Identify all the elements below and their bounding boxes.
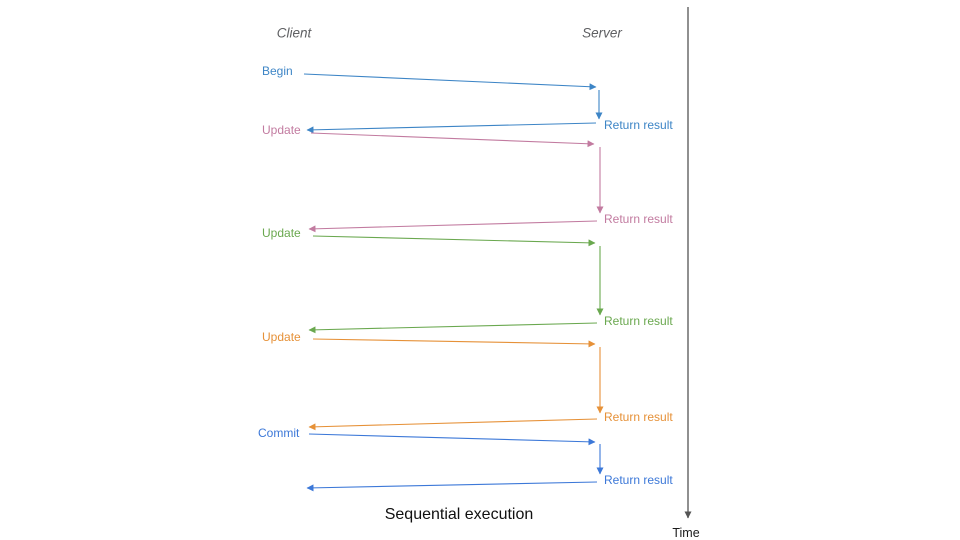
begin-return-arrow: [306, 122, 597, 134]
update-1-return-result-label: Return result: [604, 212, 673, 226]
update-1-label: Update: [262, 123, 301, 137]
commit-request-arrow: [308, 433, 596, 446]
update-2-label: Update: [262, 226, 301, 240]
server-column-header: Server: [582, 25, 622, 41]
client-column-header: Client: [276, 25, 312, 41]
time-axis-label: Time: [672, 526, 700, 540]
begin-label: Begin: [262, 64, 293, 78]
commit-return-result-label: Return result: [604, 473, 673, 487]
begin-return-result-label: Return result: [604, 118, 673, 132]
update-3-return-arrow: [308, 418, 598, 431]
update-3-return-result-label: Return result: [604, 410, 673, 424]
update-3-label: Update: [262, 330, 301, 344]
commit-label: Commit: [258, 426, 300, 440]
update-1-return-arrow: [308, 220, 598, 233]
update-2-return-result-label: Return result: [604, 314, 673, 328]
update-3-request-arrow: [312, 338, 596, 348]
update-2-return-arrow: [308, 322, 598, 334]
commit-return-arrow: [306, 481, 598, 492]
message-labels: Begin Return result Update Return result Upd…: [258, 64, 673, 487]
message-arrows: [303, 7, 692, 519]
diagram-caption: Sequential execution: [384, 506, 534, 523]
update-2-request-arrow: [312, 235, 596, 247]
update-1-request-arrow: [310, 132, 595, 148]
begin-request-arrow: [303, 73, 597, 91]
